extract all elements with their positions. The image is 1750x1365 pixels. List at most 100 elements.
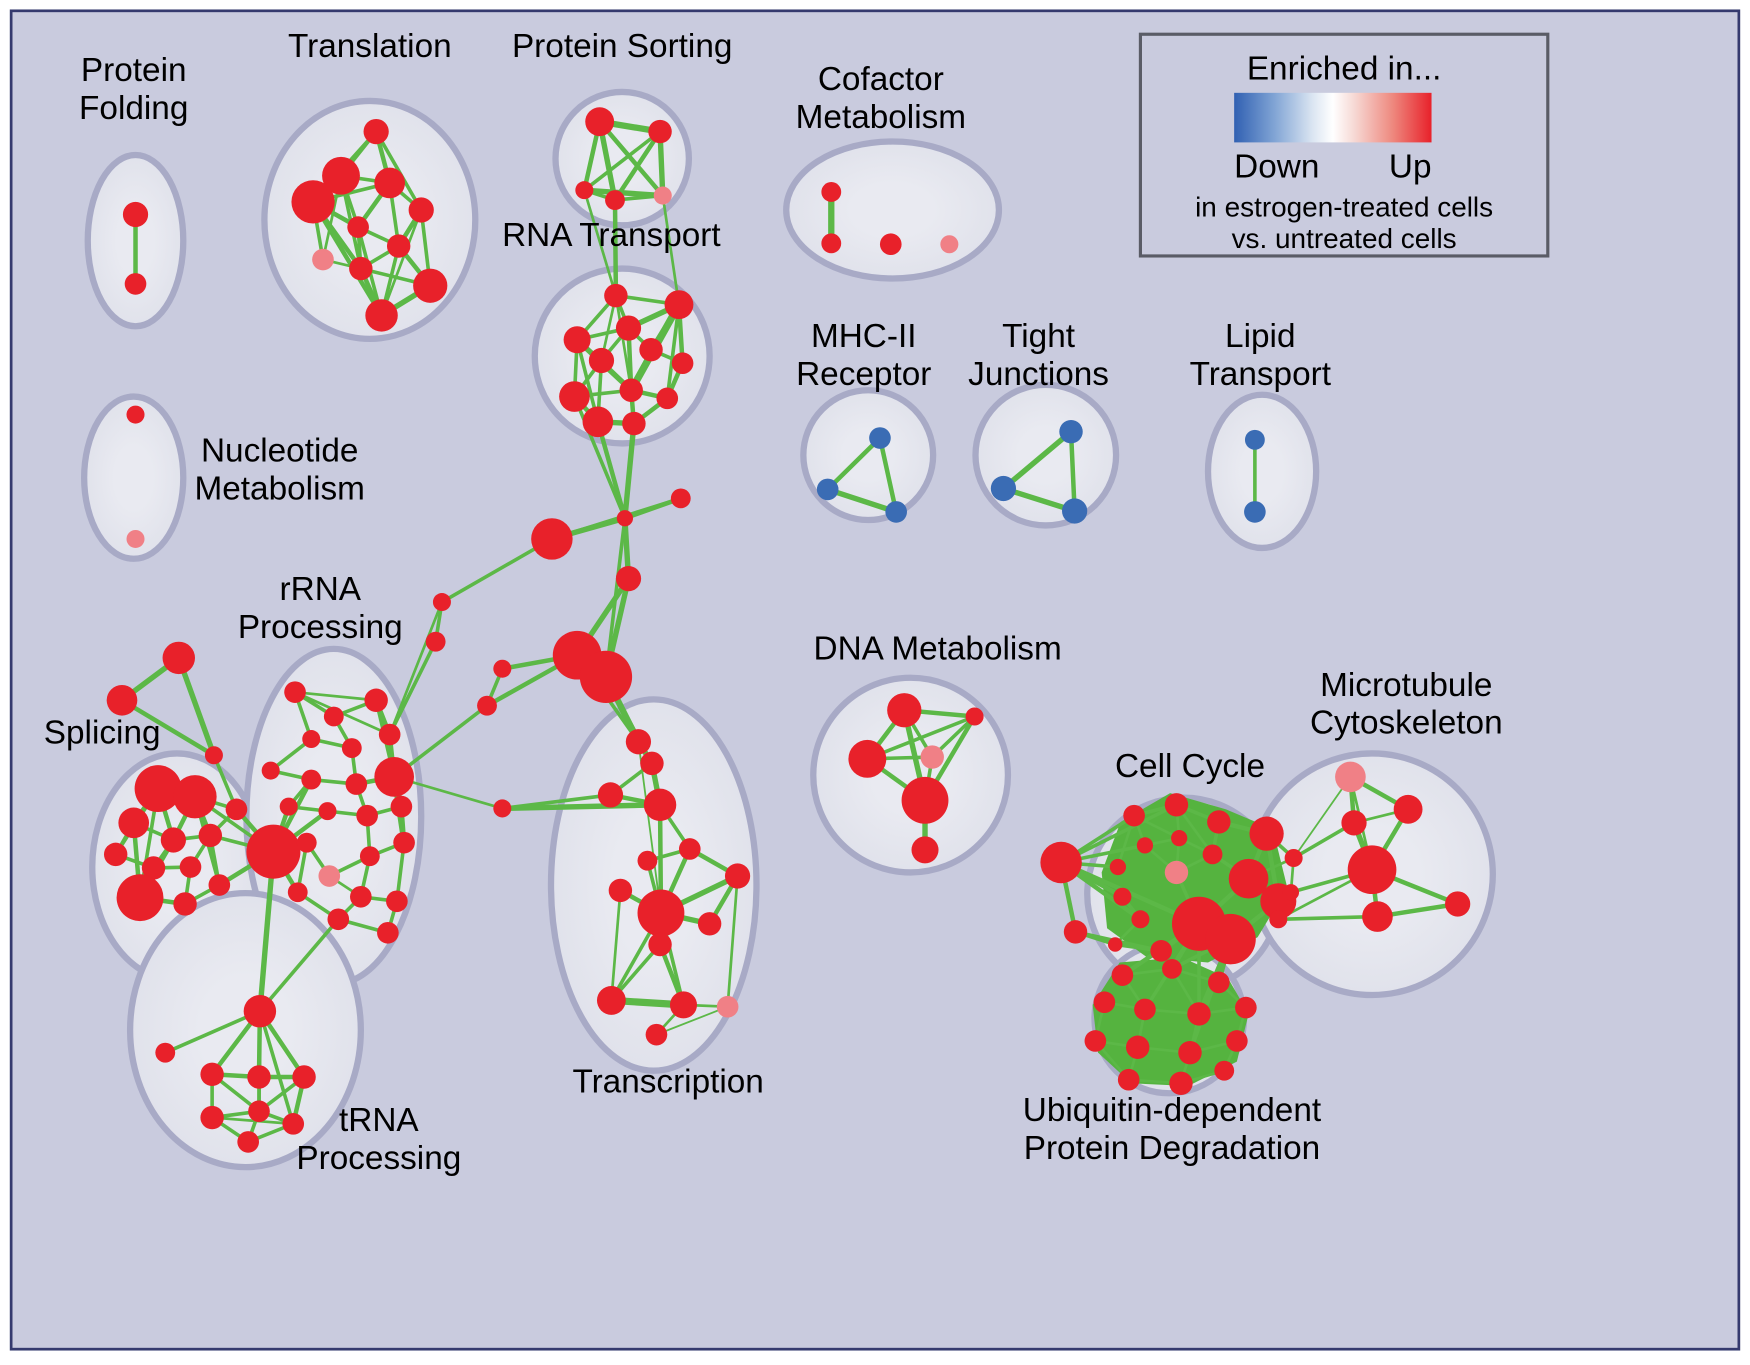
similarity-edge — [655, 1005, 729, 1036]
gene-set-node — [374, 167, 405, 199]
cluster-cell-cycle-label: Cell Cycle — [1115, 748, 1265, 785]
gene-set-node — [1111, 964, 1134, 986]
gene-set-node — [965, 707, 984, 726]
similarity-edge — [604, 516, 627, 679]
cluster-lipid-transport-ellipse — [1204, 391, 1320, 552]
cluster-tight-junctions-label: Tight — [1002, 318, 1076, 355]
gene-set-node — [940, 235, 959, 254]
gene-set-node — [653, 186, 672, 205]
gene-set-node — [247, 1065, 271, 1089]
similarity-edge — [310, 199, 384, 318]
similarity-edge — [582, 188, 618, 297]
gene-set-node — [821, 233, 842, 254]
gene-set-node — [377, 921, 399, 944]
gene-set-node — [678, 838, 701, 860]
gene-set-node — [179, 856, 202, 878]
cluster-tight-junctions-label: Junctions — [968, 356, 1109, 393]
gene-set-node — [1269, 910, 1288, 929]
legend-title: Enriched in... — [1247, 50, 1442, 87]
gene-set-node — [200, 1105, 224, 1130]
gene-set-node — [637, 850, 658, 871]
gene-set-node — [615, 315, 642, 341]
legend-up-label: Up — [1389, 149, 1432, 186]
gene-set-node — [1249, 816, 1284, 851]
gene-set-node — [365, 299, 398, 332]
cluster-nucleotide-metabolism-label: Metabolism — [195, 470, 365, 507]
gene-set-node — [302, 730, 321, 749]
gene-set-node — [347, 216, 369, 238]
gene-set-node — [645, 1023, 668, 1046]
gene-set-node — [291, 180, 335, 224]
cluster-protein-folding-label: Protein — [81, 52, 187, 89]
gene-set-node — [349, 256, 373, 281]
gene-set-node — [124, 273, 147, 295]
cluster-nucleotide-metabolism-ellipse — [80, 393, 187, 562]
gene-set-node — [1187, 1002, 1211, 1026]
gene-set-node — [374, 757, 415, 797]
gene-set-node — [198, 823, 223, 848]
gene-set-node — [378, 723, 401, 746]
cluster-protein-folding-label: Folding — [79, 90, 188, 127]
similarity-edge — [612, 197, 619, 298]
similarity-edge — [825, 435, 883, 492]
gene-set-node — [625, 729, 652, 755]
cluster-dna-metabolism-label: DNA Metabolism — [814, 631, 1062, 668]
gene-set-node — [345, 773, 368, 795]
similarity-edge — [572, 394, 627, 521]
gene-set-node — [671, 352, 694, 375]
gene-set-node — [1445, 891, 1471, 917]
gene-set-node — [582, 406, 614, 438]
gene-set-node — [901, 776, 949, 824]
gene-set-node — [408, 197, 434, 223]
gene-set-node — [364, 688, 388, 712]
cluster-mhc-ii-receptor-label: MHC-II — [811, 318, 917, 355]
gene-set-node — [208, 874, 231, 896]
cluster-dna-metabolism-ellipse — [810, 674, 1012, 876]
gene-set-node — [1362, 901, 1393, 932]
gene-set-node — [1109, 858, 1127, 876]
gene-set-node — [724, 863, 751, 889]
cluster-rna-transport-label: RNA Transport — [502, 217, 721, 254]
gene-set-node — [173, 775, 217, 819]
gene-set-node — [341, 738, 362, 758]
cluster-microtubule-cytoskeleton-label: Microtubule — [1320, 667, 1492, 704]
gene-set-node — [134, 765, 182, 813]
gene-set-node — [887, 693, 922, 728]
gene-set-node — [579, 650, 633, 703]
gene-set-node — [287, 882, 308, 903]
gene-set-node — [1341, 810, 1367, 836]
gene-set-node — [118, 807, 150, 839]
gene-set-node — [869, 427, 891, 449]
similarity-edge — [499, 802, 663, 812]
similarity-edge — [176, 655, 217, 758]
gene-set-node — [1169, 1071, 1193, 1096]
gene-set-node — [648, 119, 672, 144]
legend-subtitle-line2: vs. untreated cells — [1232, 223, 1457, 254]
gene-set-node — [1107, 937, 1123, 952]
legend-box — [1138, 32, 1550, 258]
gene-set-node — [246, 824, 301, 879]
gene-set-node — [648, 932, 672, 957]
cluster-cofactor-metabolism-ellipse — [783, 138, 1003, 282]
gene-set-node — [200, 1062, 224, 1087]
gene-set-node — [126, 529, 145, 548]
gene-set-node — [1131, 910, 1150, 929]
gene-set-node — [622, 411, 646, 436]
gene-set-node — [1282, 884, 1300, 901]
gene-set-node — [173, 892, 197, 916]
cluster-trna-processing-label: Processing — [296, 1140, 461, 1177]
gene-set-node — [1284, 848, 1303, 868]
gene-set-node — [608, 878, 633, 903]
cluster-protein-sorting-label: Protein Sorting — [512, 28, 732, 65]
gene-set-node — [1207, 810, 1231, 834]
cluster-rrna-processing-label: Processing — [238, 609, 403, 646]
gene-set-node — [126, 405, 145, 424]
similarity-edge — [387, 639, 438, 737]
gene-set-node — [596, 985, 626, 1015]
gene-set-node — [531, 518, 573, 560]
gene-set-node — [1063, 920, 1088, 944]
similarity-edge — [597, 119, 666, 198]
cluster-nucleotide-metabolism-label: Nucleotide — [201, 432, 358, 469]
gene-set-node — [920, 745, 944, 769]
